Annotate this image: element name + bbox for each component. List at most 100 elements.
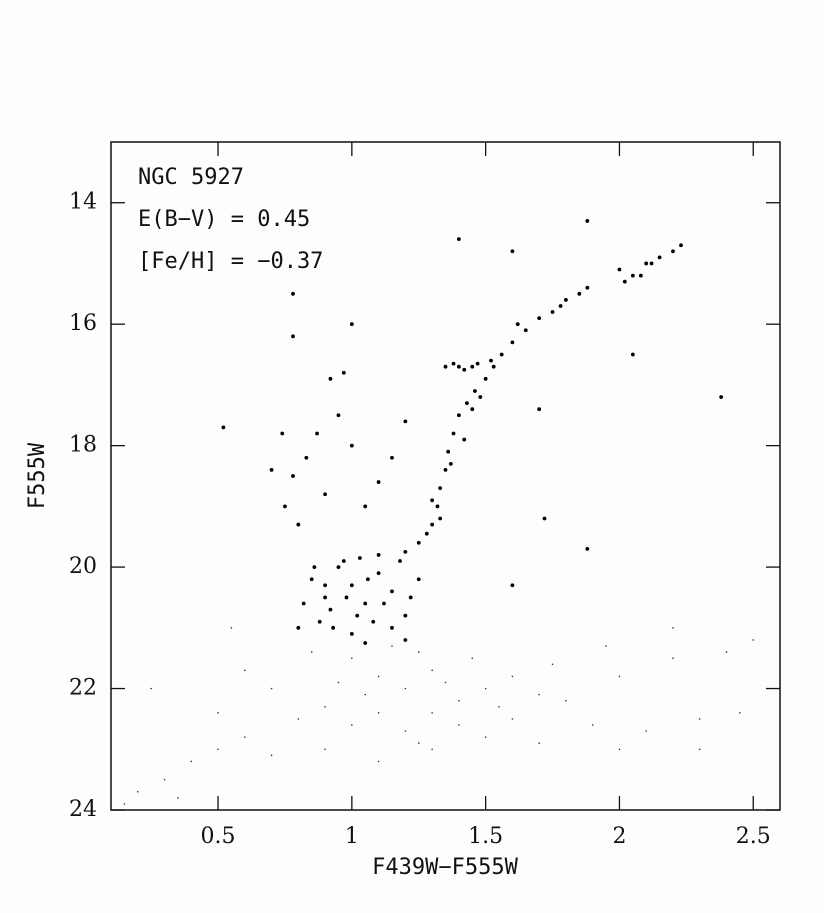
star-point [417,651,420,653]
star-point [177,797,179,799]
star-point [484,736,487,738]
y-axis-label: F555W [25,442,50,509]
y-tick-label: 24 [69,797,97,822]
star-point [511,718,514,720]
star-point [349,631,354,636]
star-point [403,613,408,618]
star-point [430,498,435,503]
star-point [585,546,590,551]
star-point [371,619,376,624]
star-point [465,401,469,406]
star-point [605,645,607,647]
star-point [491,364,496,369]
star-point [618,748,621,751]
star-point [456,413,461,418]
star-point [349,443,354,448]
star-point [301,601,306,606]
star-point [351,657,353,659]
star-point [451,431,456,436]
star-point [679,243,683,248]
star-point [328,607,333,612]
star-point [475,361,480,366]
star-point [363,601,368,606]
star-point [270,754,273,757]
star-point [438,486,443,491]
star-point [364,693,367,696]
star-point [471,657,474,659]
plot-frame [110,141,781,811]
star-point [355,613,360,618]
star-point [638,273,643,278]
star-point [473,389,477,393]
star-point [382,601,386,606]
star-point [244,669,246,672]
star-point [390,589,394,594]
star-point [324,705,326,708]
star-point [446,449,451,454]
y-tick-label: 18 [69,433,97,458]
star-point [498,705,500,708]
star-point [244,736,246,738]
star-point [123,803,126,805]
star-point [458,724,460,726]
star-point [538,693,540,696]
star-point [515,322,520,327]
star-point [577,291,582,296]
x-tick-label: 0.5 [201,824,236,849]
star-point [725,651,728,653]
star-point [565,699,567,702]
star-point [542,516,547,521]
star-point [344,595,349,600]
star-point [349,322,354,327]
star-point [510,249,515,254]
star-point [304,455,309,460]
star-point [377,675,380,678]
star-point [309,577,314,582]
y-tick-label: 22 [69,676,97,701]
star-point [698,748,701,751]
star-point [644,261,649,266]
star-point [499,352,504,357]
star-point [336,413,341,418]
star-point [739,712,741,714]
star-point [630,352,635,357]
star-point [331,625,336,630]
star-point [550,310,555,314]
star-point [416,577,421,582]
star-point [341,370,346,375]
star-point [221,425,226,430]
star-point [622,279,627,284]
star-point [363,641,368,645]
annotation: [Fe/H] = −0.37 [138,249,323,274]
star-point [291,291,295,296]
star-point [538,742,540,744]
star-point [417,742,420,744]
x-axis-label: F439W−F555W [372,855,518,880]
star-point [163,778,166,781]
star-point [337,681,340,684]
star-point [377,760,380,763]
y-tick-label: 16 [69,311,97,336]
star-point [470,407,475,412]
star-point [537,316,542,321]
star-point [398,559,402,563]
y-tick-label: 14 [69,190,97,215]
star-point [296,625,301,630]
star-point [230,627,233,629]
star-point [315,431,319,436]
star-point [484,687,487,690]
star-point [363,504,368,509]
star-point [585,219,590,223]
star-point [404,687,407,690]
star-point [698,718,701,720]
star-point [431,748,433,751]
star-point [585,285,590,290]
star-point [408,595,413,600]
star-point [618,675,621,678]
star-point [430,522,435,527]
star-point [351,724,353,726]
star-point [672,627,674,629]
star-point [341,559,346,563]
star-point [431,669,433,672]
star-point [283,504,287,509]
